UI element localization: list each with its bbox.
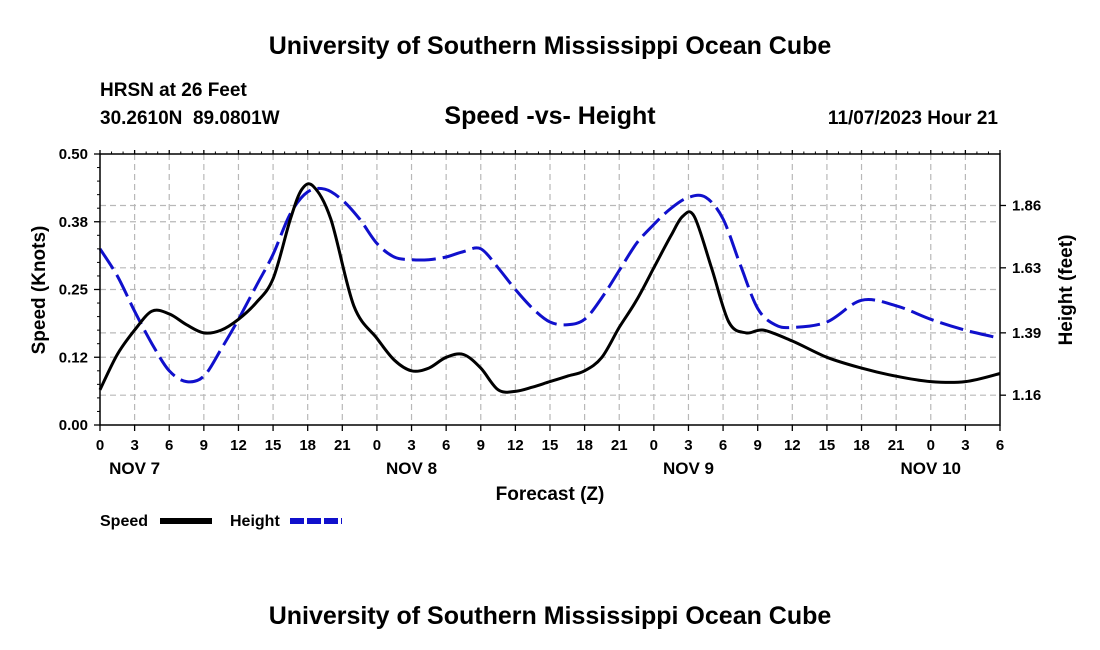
page-title-top: University of Southern Mississippi Ocean…	[269, 32, 832, 60]
x-date-label: NOV 8	[386, 459, 437, 478]
grid	[100, 154, 1000, 425]
legend: Speed Height	[100, 513, 342, 530]
x-tick-label: 9	[200, 437, 208, 454]
x-tick-label: 18	[853, 437, 870, 454]
station-coords: 30.2610N 89.0801W	[100, 108, 280, 129]
x-tick-label: 15	[542, 437, 559, 454]
y-tick-label: 0.12	[59, 349, 88, 366]
y2-tick-label: 1.16	[1012, 387, 1041, 404]
x-tick-label: 15	[265, 437, 282, 454]
series-layer	[98, 182, 1001, 394]
y2-tick-label: 1.63	[1012, 260, 1041, 277]
x-tick-label: 15	[819, 437, 836, 454]
x-tick-label: 6	[165, 437, 173, 454]
x-date-label: NOV 7	[109, 459, 160, 478]
page-title-bottom: University of Southern Mississippi Ocean…	[269, 602, 832, 630]
x-tick-label: 3	[961, 437, 969, 454]
legend-height-label: Height	[230, 513, 280, 530]
legend-speed-label: Speed	[100, 513, 148, 530]
x-tick-label: 18	[299, 437, 316, 454]
station-label: HRSN at 26 Feet	[100, 80, 247, 101]
x-tick-label: 12	[507, 437, 524, 454]
x-tick-label: 6	[719, 437, 727, 454]
y-tick-label: 0.38	[59, 214, 88, 231]
y-tick-label: 0.25	[59, 282, 88, 299]
series-height-line	[98, 186, 1001, 384]
x-axis-label: Forecast (Z)	[496, 484, 605, 505]
x-tick-label: 21	[888, 437, 905, 454]
y2-axis-label: Height (feet)	[1056, 235, 1077, 346]
x-tick-label: 9	[477, 437, 485, 454]
x-tick-label: 0	[373, 437, 381, 454]
x-tick-label: 3	[407, 437, 415, 454]
y-axis-label: Speed (Knots)	[29, 226, 50, 355]
x-tick-label: 0	[927, 437, 935, 454]
x-tick-label: 6	[442, 437, 450, 454]
x-tick-label: 18	[576, 437, 593, 454]
x-tick-label: 6	[996, 437, 1004, 454]
x-date-label: NOV 9	[663, 459, 714, 478]
chart-title: Speed -vs- Height	[444, 102, 656, 130]
x-tick-label: 0	[650, 437, 658, 454]
x-tick-label: 3	[684, 437, 692, 454]
y-tick-label: 0.00	[59, 417, 88, 434]
forecast-datetime: 11/07/2023 Hour 21	[828, 108, 998, 129]
series-speed-line	[98, 182, 1001, 394]
x-tick-label: 3	[130, 437, 138, 454]
axis-ticks: 0 3 6 9 12 15 18 21 0 3 6 9 12 15 18 21 0 3 6 9 12 15 18 21 0 3 6N…	[59, 146, 1041, 478]
x-tick-label: 0	[96, 437, 104, 454]
x-date-label: NOV 10	[901, 459, 961, 478]
y2-tick-label: 1.86	[1012, 197, 1041, 214]
y2-tick-label: 1.39	[1012, 325, 1041, 342]
x-tick-label: 9	[754, 437, 762, 454]
x-tick-label: 12	[784, 437, 801, 454]
y-tick-label: 0.50	[59, 146, 88, 163]
x-tick-label: 21	[334, 437, 351, 454]
x-tick-label: 21	[611, 437, 628, 454]
x-tick-label: 12	[230, 437, 247, 454]
